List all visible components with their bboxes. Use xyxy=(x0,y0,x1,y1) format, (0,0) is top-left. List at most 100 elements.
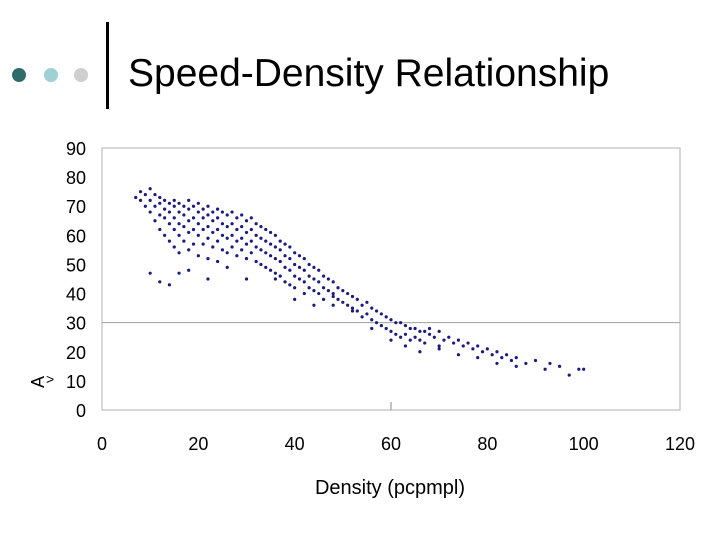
data-point xyxy=(264,227,268,232)
data-point xyxy=(240,225,244,229)
title-divider xyxy=(106,22,109,109)
data-point xyxy=(399,321,403,325)
data-point xyxy=(182,204,186,208)
x-tick-label: 120 xyxy=(665,434,695,454)
data-point xyxy=(143,204,147,208)
data-point xyxy=(384,326,388,331)
y-axis-label-clipped: A > xyxy=(28,371,54,388)
data-point xyxy=(235,227,239,232)
data-point xyxy=(317,280,321,284)
data-point xyxy=(505,353,509,357)
data-point xyxy=(187,230,191,235)
data-point xyxy=(461,344,465,348)
data-point xyxy=(447,335,451,339)
data-point xyxy=(259,248,263,252)
data-point xyxy=(476,356,480,360)
data-point xyxy=(201,207,205,211)
data-point xyxy=(196,201,200,205)
data-point xyxy=(148,187,152,191)
data-point xyxy=(177,222,181,226)
data-point xyxy=(254,233,258,237)
data-point xyxy=(418,338,422,342)
data-point xyxy=(196,210,200,214)
data-point xyxy=(317,291,321,296)
data-point xyxy=(268,268,273,272)
data-point xyxy=(268,254,273,258)
data-point xyxy=(187,248,191,252)
data-point xyxy=(172,227,176,232)
data-point xyxy=(321,297,326,301)
data-point xyxy=(259,262,263,267)
data-point xyxy=(394,332,398,336)
data-point xyxy=(302,280,306,284)
data-point xyxy=(500,356,504,360)
data-point xyxy=(432,335,436,339)
data-point xyxy=(307,262,311,267)
data-point xyxy=(273,233,277,237)
data-point xyxy=(235,216,239,220)
data-point xyxy=(153,192,157,197)
y-tick-label: 90 xyxy=(66,139,86,159)
data-point xyxy=(143,192,147,197)
data-point xyxy=(172,204,176,208)
data-point xyxy=(163,207,167,211)
data-point xyxy=(225,251,229,255)
x-tick-label: 0 xyxy=(97,434,107,454)
y-axis-label-glyph-v: > xyxy=(46,371,54,387)
data-point xyxy=(374,309,379,313)
data-point xyxy=(216,259,220,264)
data-point xyxy=(244,230,249,235)
data-point xyxy=(220,233,225,237)
data-point xyxy=(567,373,571,377)
data-point xyxy=(389,329,393,333)
data-point xyxy=(177,271,181,275)
data-point xyxy=(216,216,220,220)
data-point xyxy=(177,210,181,214)
data-point xyxy=(278,259,282,264)
data-point xyxy=(167,210,172,214)
data-point xyxy=(191,216,196,220)
y-axis-ticks: 0 10 20 30 40 50 60 70 80 90 xyxy=(66,139,86,421)
data-point xyxy=(509,358,514,363)
data-point xyxy=(384,315,388,319)
data-point xyxy=(268,230,273,235)
data-point xyxy=(331,291,335,296)
data-point xyxy=(533,358,538,363)
data-point xyxy=(273,245,277,249)
data-point xyxy=(288,268,292,272)
data-point xyxy=(548,361,552,366)
data-point xyxy=(321,286,326,290)
data-point xyxy=(138,190,143,194)
data-point xyxy=(288,257,292,261)
data-point xyxy=(312,289,316,293)
data-point xyxy=(346,291,350,296)
data-point xyxy=(355,309,359,313)
y-tick-label: 10 xyxy=(66,372,86,392)
data-point xyxy=(418,350,422,354)
data-point xyxy=(317,268,321,272)
data-point xyxy=(167,222,172,226)
data-point xyxy=(244,257,249,261)
data-point xyxy=(230,233,234,237)
data-point xyxy=(283,280,287,284)
data-point xyxy=(297,277,302,281)
data-point xyxy=(264,265,268,269)
data-point xyxy=(403,344,408,348)
y-tick-label: 70 xyxy=(66,197,86,217)
data-point xyxy=(225,265,229,269)
data-point xyxy=(230,245,234,249)
data-point xyxy=(326,277,330,281)
data-point xyxy=(182,239,186,243)
data-point xyxy=(365,300,369,304)
y-tick-label: 40 xyxy=(66,285,86,305)
data-point xyxy=(220,222,225,226)
data-point xyxy=(582,367,586,371)
data-point xyxy=(288,283,292,287)
data-point xyxy=(418,329,422,333)
data-point xyxy=(307,274,311,278)
data-point xyxy=(456,338,461,342)
data-point xyxy=(187,198,191,202)
data-point xyxy=(259,236,263,240)
data-point xyxy=(138,198,143,202)
data-point xyxy=(302,257,306,261)
